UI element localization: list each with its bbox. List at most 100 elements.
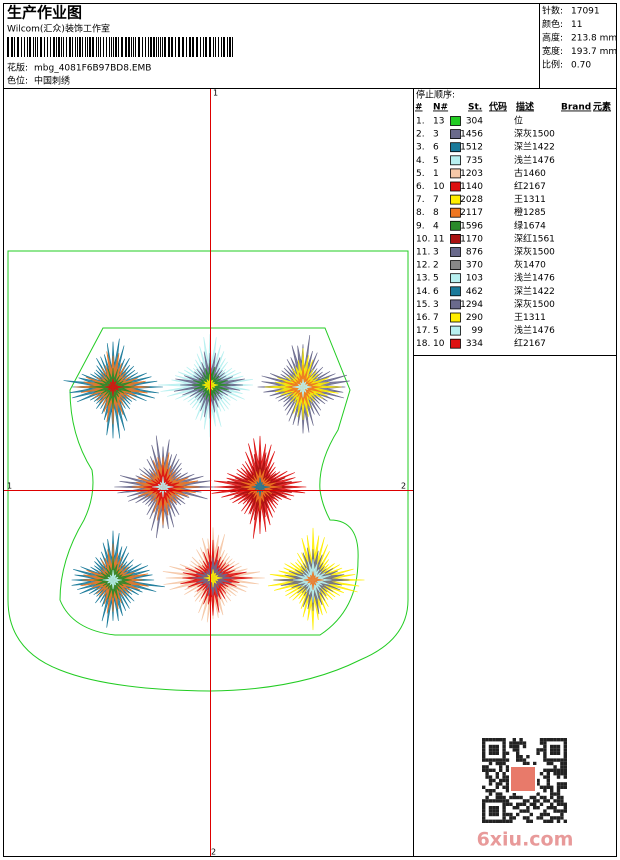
qr-module (553, 738, 557, 742)
row-stitches: 1456 (460, 130, 483, 140)
barcode-bar (103, 37, 104, 57)
barcode-bar (150, 37, 152, 57)
row-stitches: 370 (466, 261, 483, 271)
row-stitches: 876 (466, 248, 483, 258)
barcode-bar (92, 37, 94, 57)
qr-module (550, 789, 554, 793)
qr-module (485, 775, 489, 779)
qr-module (563, 772, 567, 776)
row-needle: 6 (433, 143, 439, 153)
row-index: 14. (416, 287, 430, 297)
barcode-bar (203, 37, 204, 57)
qr-module (482, 768, 486, 772)
qr-module (519, 741, 523, 745)
row-description: 浅兰1476 (514, 272, 555, 284)
qr-module (563, 758, 567, 762)
qr-module (485, 789, 489, 793)
row-index: 18. (416, 339, 430, 349)
barcode-bar (125, 37, 127, 57)
qr-module (482, 806, 486, 810)
qr-module (488, 778, 493, 783)
qr-module (556, 802, 561, 806)
motif-center (292, 378, 312, 398)
color-swatch (450, 168, 461, 179)
qr-module (495, 806, 499, 810)
qr-module (505, 765, 510, 769)
barcode-bar (215, 37, 216, 57)
row-description: 深兰1422 (514, 285, 555, 297)
qr-module (502, 755, 506, 759)
stat-label: 宽度: (542, 45, 563, 57)
qr-module (499, 768, 503, 772)
qr-module (492, 748, 496, 752)
qr-module (539, 738, 544, 742)
qr-module (556, 819, 561, 823)
barcode-bar (128, 37, 130, 57)
barcode-bar (106, 37, 107, 57)
qr-module (482, 748, 486, 752)
qr-module (502, 741, 506, 745)
row-description: 深灰1500 (514, 128, 555, 140)
qr-module (556, 792, 561, 796)
row-index: 3. (416, 143, 425, 153)
qr-module (546, 768, 550, 772)
row-stitches: 2028 (460, 195, 483, 205)
barcode-bar (79, 37, 81, 57)
stat-value: 193.7 mm (571, 47, 617, 57)
row-needle: 4 (433, 221, 439, 231)
barcode-bar (109, 37, 110, 57)
qr-module (502, 758, 506, 762)
barcode-bar (14, 37, 15, 57)
qr-module (539, 772, 544, 776)
qr-module (563, 806, 567, 810)
qr-module (529, 802, 533, 806)
qr-module (492, 768, 496, 772)
row-description: 浅兰1476 (514, 154, 555, 166)
row-stitches: 1140 (460, 182, 483, 192)
qr-module (533, 806, 537, 810)
color-swatch (450, 194, 461, 205)
qr-module (563, 809, 567, 813)
row-index: 17. (416, 326, 430, 336)
qr-module (505, 751, 510, 755)
qr-module (516, 812, 520, 817)
qr-module (492, 744, 496, 749)
qr-module (546, 778, 550, 783)
row-index: 4. (416, 156, 425, 166)
qr-module (488, 782, 493, 786)
qr-module (553, 744, 557, 749)
qr-module (556, 789, 561, 793)
qr-module (550, 738, 554, 742)
qr-module (505, 775, 510, 779)
color-swatch (450, 247, 461, 257)
qr-module (485, 758, 489, 762)
qr-module (495, 744, 499, 749)
qr-module (550, 819, 554, 823)
stop-sequence-table: # N# St. 代码 描述 Brand 元素1. 13 304 位2. 3 1456 深灰15003.… (415, 101, 611, 350)
qr-module (492, 819, 496, 823)
stat-value: 213.8 mm (571, 34, 617, 44)
qr-module (536, 782, 540, 786)
qr-module (509, 744, 513, 749)
color-swatch (450, 286, 461, 297)
qr-module (502, 812, 506, 817)
qr-module (556, 782, 561, 786)
qr-module (556, 772, 561, 776)
qr-module (516, 795, 520, 800)
row-needle: 2 (433, 261, 439, 271)
qr-module (495, 795, 499, 800)
barcode-bar (213, 37, 214, 57)
barcode-bar (37, 37, 38, 57)
column-header: Brand (561, 103, 591, 113)
row-index: 12. (416, 261, 430, 271)
qr-module (526, 806, 530, 810)
qr-module (539, 795, 544, 800)
qr-module (505, 799, 510, 803)
qr-module (536, 778, 540, 783)
barcode-bar (133, 37, 134, 57)
qr-module (509, 812, 513, 817)
qr-module (522, 802, 527, 806)
barcode-bar (168, 37, 170, 57)
qr-module (488, 751, 493, 755)
qr-module (526, 816, 530, 820)
